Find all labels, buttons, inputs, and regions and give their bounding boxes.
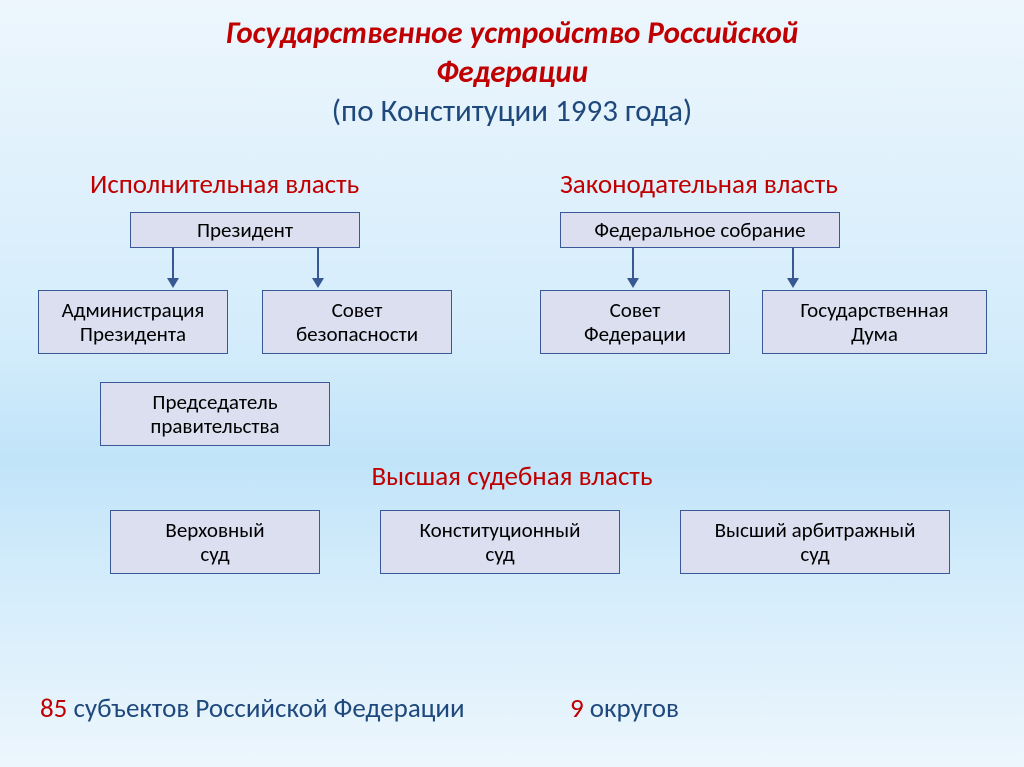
node-state-duma: Государственная Дума (762, 290, 987, 354)
footer-subjects-num: 85 (40, 692, 67, 725)
node-federal-assembly: Федеральное собрание (560, 212, 840, 248)
arrow-fa-fc-head (627, 278, 639, 288)
node-federation-council: Совет Федерации (540, 290, 730, 354)
arrow-pres-sec-head (312, 278, 324, 288)
arrow-fa-sd-head (787, 278, 799, 288)
footer-districts-num: 9 (570, 692, 584, 725)
arrow-fa-sd-line (792, 248, 794, 279)
title-line2: Федерации (0, 53, 1024, 92)
executive-label: Исполнительная власть (90, 168, 359, 201)
node-constitutional-court: Конституционный суд (380, 510, 620, 574)
node-security-council: Совет безопасности (262, 290, 452, 354)
legislative-label: Законодательная власть (560, 168, 838, 201)
title-block: Государственное устройство Российской Фе… (0, 0, 1024, 130)
footer-subjects: 85 субъектов Российской Федерации (40, 692, 465, 725)
footer-districts-text: округов (584, 692, 679, 725)
node-pm: Председатель правительства (100, 382, 330, 446)
judicial-label: Высшая судебная власть (0, 460, 1024, 493)
slide: Государственное устройство Российской Фе… (0, 0, 1024, 767)
arrow-pres-admin-line (172, 248, 174, 279)
arrow-pres-admin-head (167, 278, 179, 288)
title-line1: Государственное устройство Российской (0, 14, 1024, 53)
arrow-fa-fc-line (632, 248, 634, 279)
arrow-pres-sec-line (317, 248, 319, 279)
node-president: Президент (130, 212, 360, 248)
title-sub: (по Конституции 1993 года) (0, 92, 1024, 131)
node-arbitration-court: Высший арбитражный суд (680, 510, 950, 574)
footer-subjects-text: субъектов Российской Федерации (67, 692, 464, 725)
footer-districts: 9 округов (570, 692, 679, 725)
node-supreme-court: Верховный суд (110, 510, 320, 574)
node-admin-president: Администрация Президента (38, 290, 228, 354)
